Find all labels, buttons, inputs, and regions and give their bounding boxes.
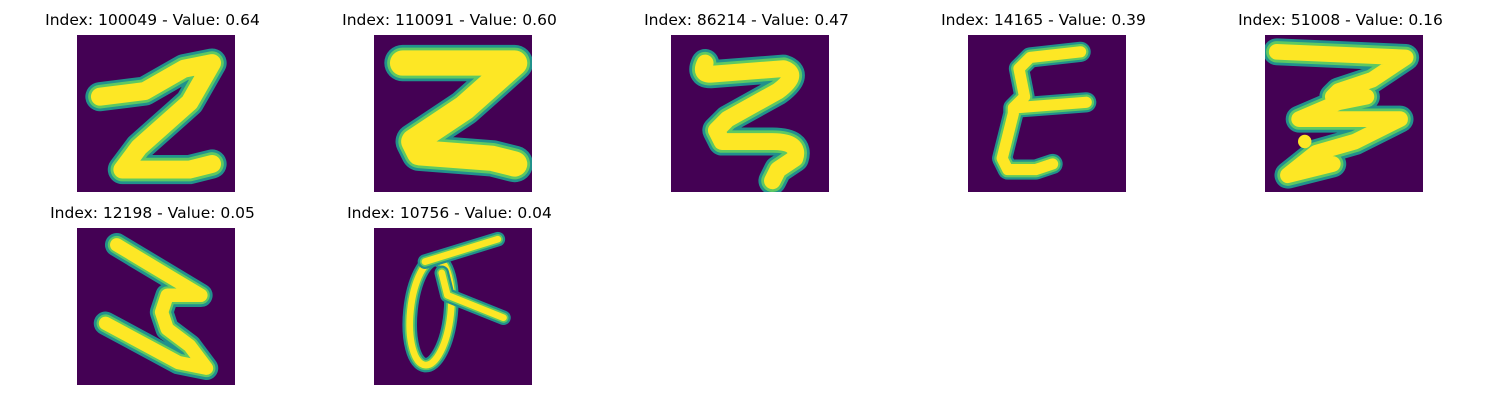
three-flat-icon [1265,35,1423,192]
panel-1: Index: 100049 - Value: 0.64 [4,0,301,192]
panel-3: Index: 86214 - Value: 0.47 [598,0,895,192]
digit-image [968,35,1126,192]
panel-title: Index: 10756 - Value: 0.04 [347,204,552,222]
digit-image [374,35,532,192]
e-script-icon [968,35,1126,192]
panel-7: Index: 10756 - Value: 0.04 [301,193,598,385]
panel-4: Index: 14165 - Value: 0.39 [895,0,1192,192]
panel-2: Index: 110091 - Value: 0.60 [301,0,598,192]
oval-with-slash-icon [374,228,532,385]
digit-image [1265,35,1423,192]
digit-image [374,228,532,385]
z-curly-icon [671,35,829,192]
panel-title: Index: 12198 - Value: 0.05 [50,204,255,222]
z-cursive-icon [77,35,235,192]
panel-title: Index: 86214 - Value: 0.47 [644,11,849,29]
panel-title: Index: 51008 - Value: 0.16 [1238,11,1443,29]
panel-title: Index: 110091 - Value: 0.60 [342,11,557,29]
z-bold-icon [374,35,532,192]
panel-title: Index: 14165 - Value: 0.39 [941,11,1146,29]
digit-image [77,35,235,192]
panel-6: Index: 12198 - Value: 0.05 [4,193,301,385]
digit-image [77,228,235,385]
digit-image [671,35,829,192]
z-slanted-icon [77,228,235,385]
panel-5: Index: 51008 - Value: 0.16 [1192,0,1489,192]
panel-title: Index: 100049 - Value: 0.64 [45,11,260,29]
